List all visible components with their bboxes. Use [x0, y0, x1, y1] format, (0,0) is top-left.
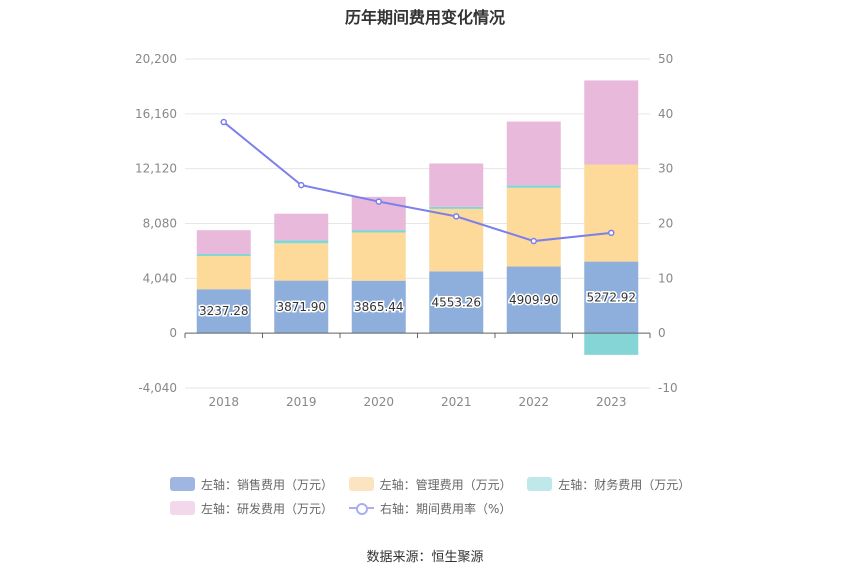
left-axis: 20,200 16,160 12,120 8,080 4,040 0 -4,040	[135, 52, 177, 395]
data-source: 数据来源：恒生聚源	[366, 550, 484, 565]
right-axis-tick-label: 10	[658, 271, 673, 285]
rate-line-point[interactable]	[220, 118, 227, 126]
left-axis-tick-label: 16,160	[135, 107, 177, 121]
legend: 左轴：销售费用（万元） 左轴：管理费用（万元） 左轴：财务费用（万元） 左轴：研…	[170, 472, 690, 520]
rate-line-point[interactable]	[298, 181, 305, 189]
rate-line-point[interactable]	[453, 213, 460, 220]
right-axis-tick-label: 0	[658, 326, 666, 340]
bar-segment-series-1[interactable]	[274, 243, 329, 281]
bar-segment-series-3[interactable]	[196, 230, 251, 254]
x-axis-tick-label: 2021	[441, 395, 472, 409]
bar-segment-series-0[interactable]	[506, 266, 561, 334]
bar-segment-series-2[interactable]	[584, 333, 639, 355]
left-axis-tick-label: 8,080	[143, 217, 177, 231]
bar-segment-series-0[interactable]	[351, 280, 406, 334]
rate-line-point[interactable]	[530, 237, 537, 245]
bar-data-label: 4909.90	[509, 293, 559, 307]
bar-segment-series-2[interactable]	[429, 206, 484, 209]
bar-segment-series-1[interactable]	[351, 232, 406, 281]
legend-swatch-sales	[170, 477, 195, 491]
x-axis-tick-label: 2019	[286, 395, 317, 409]
left-axis-tick-label: 20,200	[135, 52, 177, 66]
left-axis-tick-label: 4,040	[143, 271, 177, 285]
left-axis-tick-label: 0	[169, 326, 177, 340]
legend-label-rate: 右轴：期间费用率（%）	[380, 501, 512, 516]
rate-line-path	[223, 121, 612, 243]
legend-swatch-finance	[527, 477, 553, 491]
bar-segment-series-3[interactable]	[429, 163, 484, 207]
legend-item-sales[interactable]: 左轴：销售费用（万元）	[170, 476, 333, 493]
bar-segment-series-1[interactable]	[196, 255, 251, 290]
x-axis: 2018 2019 2020 2021 2022 2023	[184, 332, 651, 409]
x-axis-tick-label: 2022	[518, 395, 549, 409]
right-axis-tick-label: 40	[658, 107, 673, 121]
right-axis-tick-label: 30	[658, 162, 673, 176]
legend-item-admin[interactable]: 左轴：管理费用（万元）	[348, 476, 512, 493]
bar-segment-series-1[interactable]	[584, 164, 639, 262]
legend-label-sales: 左轴：销售费用（万元）	[200, 477, 333, 492]
bar-segment-series-2[interactable]	[351, 230, 406, 233]
bar-segment-series-0[interactable]	[196, 289, 251, 334]
bar-segment-series-0[interactable]	[584, 261, 639, 334]
legend-item-rate[interactable]: 右轴：期间费用率（%）	[349, 500, 511, 517]
bar-segment-series-0[interactable]	[274, 280, 329, 334]
bar-segment-series-3[interactable]	[506, 121, 561, 186]
bar-data-label: 4553.26	[431, 295, 481, 309]
bar-data-label: 5272.92	[586, 290, 636, 304]
x-axis-tick-label: 2020	[363, 395, 394, 409]
right-axis: 50 40 30 20 10 0 -10	[658, 52, 678, 395]
bar-segment-series-0[interactable]	[429, 271, 484, 334]
grid-lines	[185, 58, 650, 389]
bars	[196, 80, 639, 355]
left-axis-tick-label: -4,040	[138, 381, 177, 395]
legend-item-rnd[interactable]: 左轴：研发费用（万元）	[170, 500, 333, 517]
legend-swatch-rnd	[170, 501, 195, 515]
legend-line-marker-icon	[349, 501, 375, 515]
chart-plot: 20,200 16,160 12,120 8,080 4,040 0 -4,040 50 40…	[135, 52, 678, 409]
bar-data-label: 3237.28	[199, 304, 249, 318]
bar-data-labels: 3237.28 3871.90 3865.44 4553.26 4909.90 5272.…	[197, 289, 637, 320]
rate-line-point[interactable]	[375, 198, 382, 205]
bar-segment-series-2[interactable]	[274, 240, 329, 244]
legend-label-admin: 左轴：管理费用（万元）	[379, 477, 512, 492]
legend-swatch-admin	[348, 477, 374, 491]
bar-segment-series-3[interactable]	[584, 80, 639, 165]
bar-segment-series-2[interactable]	[506, 185, 561, 188]
right-axis-tick-label: -10	[658, 381, 678, 395]
x-axis-tick-label: 2018	[208, 395, 239, 409]
legend-label-finance: 左轴：财务费用（万元）	[558, 477, 691, 492]
bar-data-label: 3865.44	[354, 300, 404, 314]
bar-segment-series-2[interactable]	[196, 253, 251, 256]
bar-segment-series-3[interactable]	[274, 213, 329, 241]
expense-rate-line	[220, 118, 615, 245]
legend-label-rnd: 左轴：研发费用（万元）	[201, 501, 334, 516]
x-axis-tick-label: 2023	[596, 395, 627, 409]
bar-data-label: 3871.90	[276, 300, 326, 314]
bar-segment-series-1[interactable]	[506, 187, 561, 267]
left-axis-tick-label: 12,120	[135, 162, 177, 176]
right-axis-tick-label: 50	[658, 52, 673, 66]
right-axis-tick-label: 20	[658, 217, 673, 231]
legend-item-finance[interactable]: 左轴：财务费用（万元）	[527, 476, 690, 493]
chart-title: 历年期间费用变化情况	[344, 8, 505, 27]
rate-line-point[interactable]	[608, 229, 615, 237]
